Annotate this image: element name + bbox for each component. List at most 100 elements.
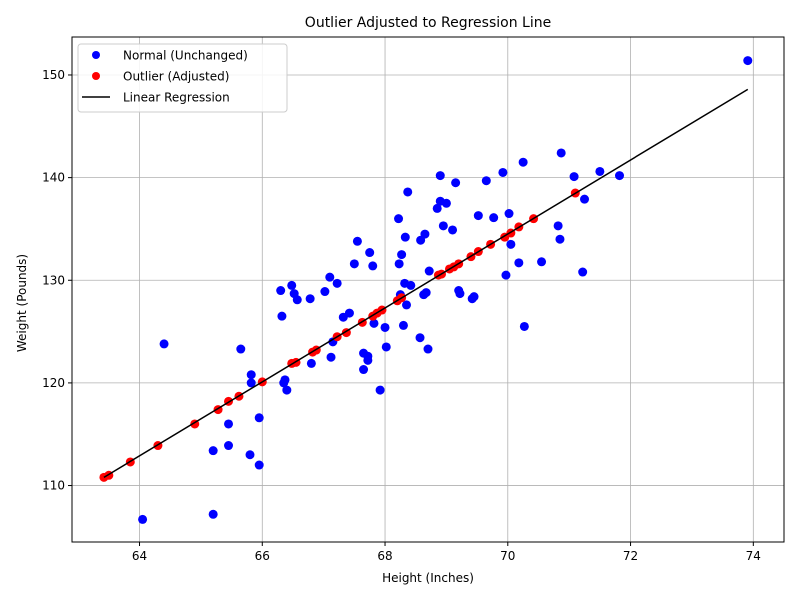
normal-point [224,419,234,429]
x-tick-label: 66 [255,549,270,563]
normal-point [287,280,297,290]
normal-point [282,385,292,395]
normal-point [569,172,579,182]
x-tick-label: 74 [746,549,761,563]
normal-point [473,211,483,221]
normal-point [398,320,408,330]
normal-point [332,278,342,288]
normal-point [455,289,465,299]
normal-point [380,322,390,332]
legend-regression-label: Linear Regression [123,91,230,105]
y-tick-label: 120 [42,376,65,390]
normal-point [504,209,514,219]
x-tick-label: 70 [500,549,515,563]
normal-point [489,213,499,223]
normal-point [276,286,286,296]
normal-point [553,221,563,231]
axes: 64 66 68 70 72 74 110 120 130 140 150 [42,68,761,563]
normal-point [423,344,433,354]
chart-title: Outlier Adjusted to Regression Line [305,15,551,31]
normal-point [246,370,256,380]
normal-point [514,258,524,268]
normal-point [352,236,362,246]
y-tick-label: 130 [42,273,65,287]
normal-point [363,351,373,361]
normal-point [320,287,330,297]
normal-point [325,272,335,282]
legend-box [77,43,288,113]
normal-point [326,352,336,362]
x-axis-label: Height (Inches) [382,571,474,585]
y-tick-label: 150 [42,68,65,82]
normal-point [402,300,412,310]
normal-point [208,509,218,519]
normal-point [344,308,354,318]
legend-normal-label: Normal (Unchanged) [123,49,248,63]
y-tick-label: 140 [42,171,65,185]
normal-point [421,288,431,298]
normal-point [400,232,410,242]
x-tick-label: 68 [377,549,392,563]
normal-point [518,157,528,167]
normal-point [277,311,287,321]
normal-point [381,342,391,352]
normal-point [292,295,302,305]
regression-line [103,88,749,478]
plot-frame [71,36,785,543]
normal-point [537,257,547,267]
plot-marks [99,56,753,524]
x-tick-label: 64 [132,549,147,563]
normal-point [420,229,430,239]
normal-point [138,514,148,524]
normal-point [306,358,316,368]
legend-outlier-label: Outlier (Adjusted) [123,70,229,84]
normal-point [349,259,359,269]
normal-point [424,266,434,276]
normal-point [368,261,378,271]
normal-point [254,460,264,470]
y-tick-label: 110 [42,479,65,493]
normal-point [743,56,753,66]
normal-point [365,248,375,258]
normal-point [369,318,379,328]
normal-point [501,270,511,280]
normal-point [498,167,508,177]
normal-point [481,176,491,186]
legend-outlier-marker [92,72,100,80]
x-tick-label: 72 [623,549,638,563]
normal-point [451,178,461,188]
normal-point [555,234,565,244]
normal-point [580,194,590,204]
normal-point [394,214,404,224]
normal-point [375,385,385,395]
normal-point [615,171,625,181]
normal-point [245,450,255,460]
normal-point [435,171,445,181]
normal-point [236,344,246,354]
normal-point [595,166,605,176]
normal-point [359,365,369,375]
normal-point [438,221,448,231]
normal-point [397,250,407,260]
normal-point [578,267,588,277]
normal-point [394,259,404,269]
normal-point [519,321,529,331]
normal-point [415,333,425,343]
normal-point [406,280,416,290]
normal-point [254,413,264,423]
normal-point [224,441,234,451]
normal-point [448,225,458,235]
legend-normal-marker [92,51,100,59]
normal-point [305,294,315,304]
y-axis-label: Weight (Pounds) [15,254,29,352]
normal-point [469,292,479,302]
normal-point [506,239,516,249]
normal-point [246,378,256,388]
normal-point [432,203,442,213]
legend: Normal (Unchanged) Outlier (Adjusted) Li… [77,43,288,113]
normal-point [556,148,566,158]
normal-point [208,446,218,456]
normal-point [280,375,290,385]
normal-point [159,339,169,349]
